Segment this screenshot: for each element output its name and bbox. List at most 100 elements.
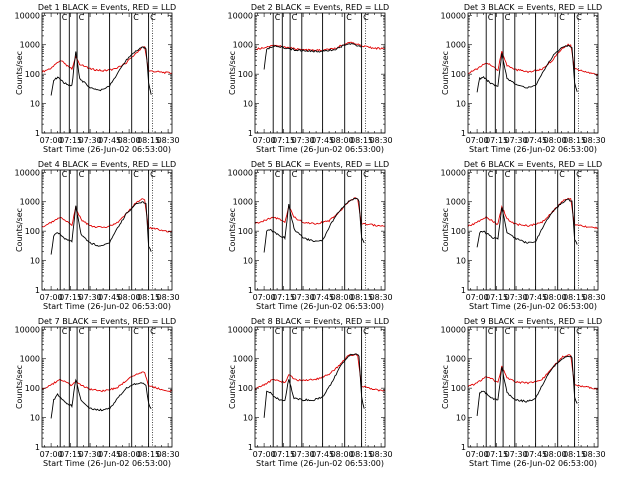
x-tick-label: 08:15	[137, 450, 160, 459]
y-tick-label: 1000	[20, 355, 40, 364]
flag-label: C	[275, 170, 281, 179]
x-tick-label: 07:45	[311, 450, 334, 459]
y-tick-label: 10000	[441, 11, 466, 20]
x-tick-label: 07:30	[505, 293, 528, 302]
x-tick-label: 08:00	[118, 450, 141, 459]
y-tick-label: 10000	[15, 11, 40, 20]
y-axis-label: Counts/sec	[228, 208, 237, 252]
plot-frame	[254, 326, 386, 448]
x-tick-label: 08:30	[370, 293, 393, 302]
flag-label: C	[292, 327, 298, 336]
y-tick-label: 1000	[20, 41, 40, 50]
y-tick-label: 100	[25, 70, 40, 79]
x-tick-label: 07:15	[272, 136, 295, 145]
events-series-line	[50, 201, 152, 255]
x-tick-label: 08:30	[583, 450, 606, 459]
y-tick-label: 1	[461, 286, 466, 295]
x-tick-label: 07:45	[98, 450, 121, 459]
y-tick-label: 100	[451, 384, 466, 393]
x-axis-label: Start Time (26-Jun-02 06:53:00)	[469, 145, 597, 154]
flag-label: C	[292, 13, 298, 22]
y-tick-label: 10	[30, 100, 40, 109]
y-tick-label: 1000	[446, 198, 466, 207]
x-tick-label: 07:30	[79, 136, 102, 145]
x-tick-label: 07:00	[40, 136, 63, 145]
lld-series-line	[41, 371, 173, 393]
flag-label: C	[150, 327, 156, 336]
lld-series-line	[467, 354, 599, 390]
y-axis-label: Counts/sec	[228, 51, 237, 95]
flag-label: C	[559, 13, 565, 22]
x-tick-label: 07:00	[466, 136, 489, 145]
x-tick-label: 07:15	[272, 293, 295, 302]
x-tick-label: 07:45	[311, 293, 334, 302]
y-tick-label: 10000	[228, 168, 253, 177]
y-tick-label: 1	[35, 443, 40, 452]
flag-label: C	[488, 13, 494, 22]
y-tick-label: 1000	[233, 198, 253, 207]
x-tick-label: 08:00	[118, 293, 141, 302]
y-axis-label: Counts/sec	[15, 208, 24, 252]
plot-frame	[467, 12, 599, 134]
x-axis-label: Start Time (26-Jun-02 06:53:00)	[469, 302, 597, 311]
x-tick-label: 08:30	[157, 293, 180, 302]
flag-label: C	[559, 327, 565, 336]
y-axis-label: Counts/sec	[15, 365, 24, 409]
y-tick-label: 100	[25, 227, 40, 236]
x-tick-label: 08:00	[544, 450, 567, 459]
x-tick-label: 08:00	[331, 450, 354, 459]
x-axis-label: Start Time (26-Jun-02 06:53:00)	[43, 145, 171, 154]
panel-title: Det 2 BLACK = Events, RED = LLD	[251, 3, 389, 12]
y-tick-label: 10	[243, 414, 253, 423]
y-tick-label: 10	[456, 414, 466, 423]
events-series-line	[263, 197, 365, 253]
y-tick-label: 10000	[441, 168, 466, 177]
flag-label: C	[363, 327, 369, 336]
y-tick-label: 100	[25, 384, 40, 393]
y-tick-label: 10	[243, 100, 253, 109]
flag-label: C	[576, 170, 582, 179]
flag-label: C	[133, 170, 139, 179]
y-tick-label: 1000	[446, 41, 466, 50]
x-tick-label: 08:15	[563, 450, 586, 459]
x-tick-label: 08:00	[331, 293, 354, 302]
y-axis-label: Counts/sec	[441, 51, 450, 95]
flag-label: C	[275, 327, 281, 336]
x-tick-label: 08:15	[350, 450, 373, 459]
x-axis-label: Start Time (26-Jun-02 06:53:00)	[43, 302, 171, 311]
lld-series-line	[467, 197, 599, 230]
x-tick-label: 07:45	[311, 136, 334, 145]
x-tick-label: 07:30	[79, 450, 102, 459]
flag-label: C	[62, 327, 68, 336]
y-axis-label: Counts/sec	[15, 51, 24, 95]
flag-label: C	[363, 13, 369, 22]
panel-title: Det 6 BLACK = Events, RED = LLD	[464, 160, 602, 169]
y-tick-label: 1	[248, 286, 253, 295]
events-series-line	[263, 43, 362, 70]
x-axis-label: Start Time (26-Jun-02 06:53:00)	[256, 302, 384, 311]
panel-title: Det 9 BLACK = Events, RED = LLD	[464, 317, 602, 326]
x-tick-label: 08:00	[331, 136, 354, 145]
x-tick-label: 08:30	[370, 136, 393, 145]
events-series-line	[50, 46, 152, 96]
flag-label: C	[133, 13, 139, 22]
x-axis-label: Start Time (26-Jun-02 06:53:00)	[256, 145, 384, 154]
y-tick-label: 10	[243, 257, 253, 266]
x-tick-label: 08:15	[137, 293, 160, 302]
y-tick-label: 1000	[233, 41, 253, 50]
x-tick-label: 08:00	[118, 136, 141, 145]
x-tick-label: 08:15	[350, 293, 373, 302]
x-tick-label: 08:15	[350, 136, 373, 145]
plot-frame	[467, 326, 599, 448]
x-tick-label: 07:15	[485, 136, 508, 145]
x-tick-label: 07:30	[292, 450, 315, 459]
x-axis-label: Start Time (26-Jun-02 06:53:00)	[256, 459, 384, 468]
lld-series-line	[254, 41, 386, 52]
